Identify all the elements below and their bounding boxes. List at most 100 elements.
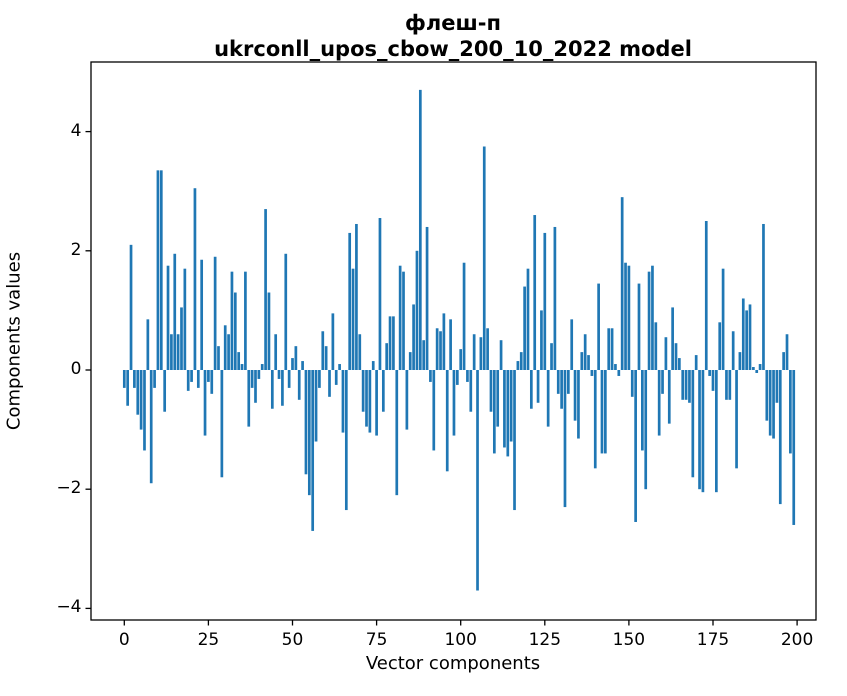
bar: [499, 340, 503, 370]
bar: [143, 370, 146, 451]
bar: [513, 370, 516, 511]
bar: [307, 370, 311, 496]
bar: [664, 337, 668, 370]
bar: [297, 370, 301, 400]
bar: [607, 328, 611, 370]
bar: [334, 370, 338, 385]
bar: [519, 352, 523, 370]
bar: [385, 343, 389, 370]
bar: [482, 146, 486, 370]
bar: [516, 361, 520, 370]
bar: [425, 226, 429, 370]
bar: [455, 370, 459, 385]
bar: [247, 370, 251, 427]
bar: [657, 370, 661, 436]
bar: [459, 349, 463, 370]
bar: [704, 221, 708, 370]
bar: [570, 319, 574, 370]
bar: [200, 259, 204, 370]
chart-title-line2: ukrconll_upos_cbow_200_10_2022 model: [214, 37, 692, 62]
bar: [254, 370, 257, 403]
bar: [375, 370, 378, 436]
bar: [496, 370, 500, 427]
bar: [274, 334, 278, 370]
x-tick-label: 175: [696, 630, 730, 650]
bar: [735, 370, 738, 469]
bar: [731, 331, 735, 370]
bar: [778, 370, 782, 505]
bar: [355, 223, 358, 370]
bar: [563, 370, 567, 508]
bar: [785, 334, 789, 370]
bar: [153, 370, 156, 388]
bar: [556, 370, 560, 394]
bar: [674, 343, 678, 370]
bar: [486, 328, 489, 370]
bar: [267, 292, 271, 370]
bar: [439, 331, 442, 370]
x-tick-label: 25: [197, 630, 220, 650]
y-tick-label: 2: [70, 239, 82, 260]
bar: [318, 370, 321, 388]
bar: [617, 370, 621, 376]
bar: [314, 370, 318, 442]
bar: [711, 370, 715, 391]
bar: [715, 370, 718, 493]
bar: [432, 370, 436, 451]
bar: [681, 370, 685, 400]
bar: [378, 218, 382, 370]
bar: [398, 265, 402, 370]
bar: [546, 370, 550, 427]
chart-title: флеш-п ukrconll_upos_cbow_200_10_2022 mo…: [214, 10, 692, 63]
bar: [388, 316, 392, 370]
bar: [762, 223, 765, 370]
bar: [341, 370, 345, 433]
bar: [721, 268, 725, 370]
bar: [371, 361, 375, 370]
bar: [624, 262, 627, 370]
bar: [529, 370, 533, 409]
bar: [324, 346, 328, 370]
bar: [775, 370, 779, 403]
bar: [587, 355, 590, 370]
bar: [361, 370, 365, 412]
bar: [190, 370, 193, 382]
bar: [647, 271, 651, 370]
bar: [745, 310, 748, 370]
bar: [368, 370, 372, 433]
bar: [139, 370, 143, 430]
bar: [348, 232, 352, 370]
bar: [180, 307, 183, 370]
bar: [381, 370, 385, 412]
bar: [126, 370, 130, 406]
bar: [250, 370, 254, 388]
bar: [533, 215, 537, 370]
bar: [466, 370, 469, 382]
bar: [536, 370, 540, 403]
bar: [503, 370, 506, 448]
bar: [233, 292, 237, 370]
bar: [637, 283, 641, 370]
bar: [553, 226, 557, 370]
bar: [264, 209, 267, 370]
bar: [445, 370, 449, 472]
bar: [213, 256, 217, 370]
bar: [479, 337, 483, 370]
x-axis-label: Vector components: [365, 653, 541, 674]
bar: [452, 370, 456, 436]
bar: [738, 352, 742, 370]
bar: [442, 313, 446, 370]
bar: [748, 304, 752, 370]
bar: [203, 370, 207, 436]
bar: [301, 361, 304, 370]
bar: [610, 328, 614, 370]
bar: [321, 331, 325, 370]
bar: [217, 346, 220, 370]
bar: [489, 370, 493, 412]
bar: [186, 370, 190, 391]
bar: [331, 313, 335, 370]
bar: [449, 319, 452, 370]
bar: [408, 352, 412, 370]
bar: [365, 370, 368, 427]
